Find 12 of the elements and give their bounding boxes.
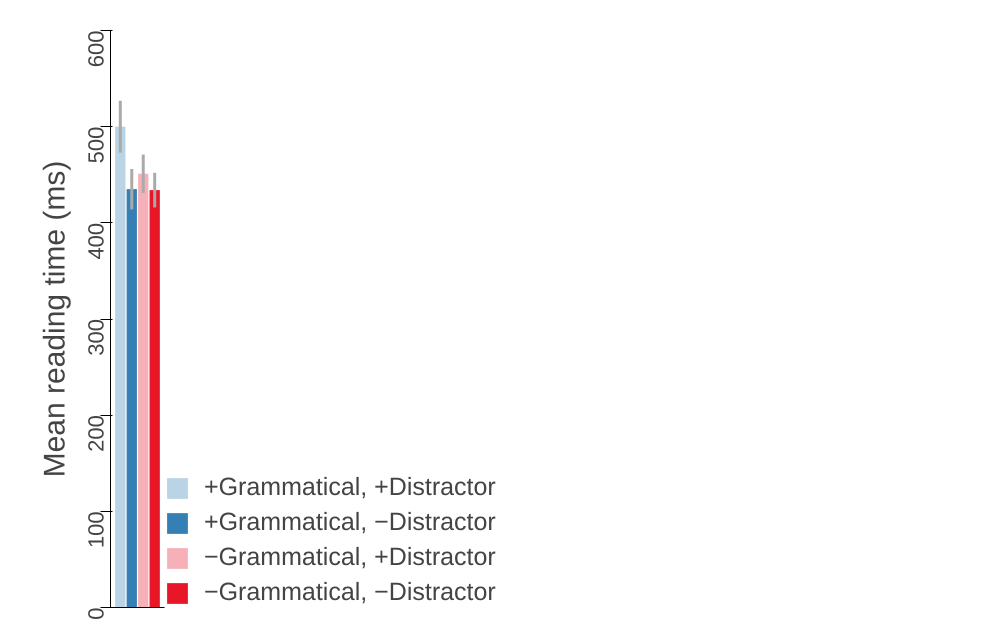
y-axis-title: Mean reading time (ms) [38, 160, 72, 478]
y-tick-label: 600 [84, 30, 108, 68]
y-tick-label: 400 [84, 222, 108, 260]
y-tick-label: 100 [84, 511, 108, 548]
legend-label: +Grammatical, +Distractor [204, 473, 496, 502]
legend-label: −Grammatical, −Distractor [204, 578, 496, 607]
y-tick-label: 500 [84, 126, 108, 164]
legend-label: +Grammatical, −Distractor [204, 508, 496, 537]
y-tick-label: 300 [84, 318, 108, 356]
legend-label: −Grammatical, +Distractor [204, 543, 496, 572]
y-tick-label: 200 [84, 415, 108, 452]
y-tick-label: 0 [84, 607, 108, 620]
